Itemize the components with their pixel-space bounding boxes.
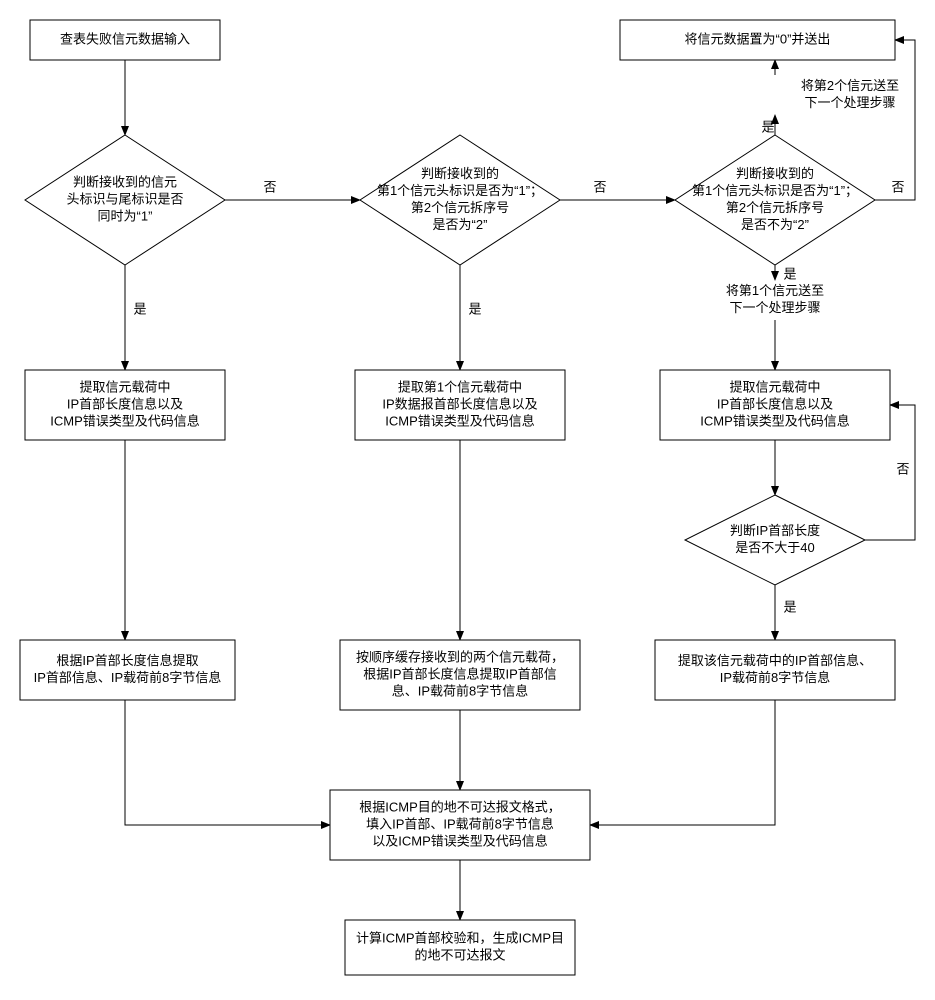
svg-text:IP载荷前8字节信息: IP载荷前8字节信息 — [720, 670, 831, 685]
svg-text:IP首部信息、IP载荷前8字节信息: IP首部信息、IP载荷前8字节信息 — [34, 670, 222, 685]
flow-edge-label-3: 否 — [891, 179, 904, 194]
svg-text:提取信元载荷中: 提取信元载荷中 — [79, 380, 170, 395]
svg-text:根据IP首部长度信息提取IP首部信: 根据IP首部长度信息提取IP首部信 — [363, 666, 557, 681]
flow-edge-label-13: 是 — [783, 599, 796, 614]
svg-text:ICMP错误类型及代码信息: ICMP错误类型及代码信息 — [385, 413, 535, 428]
svg-text:下一个处理步骤: 下一个处理步骤 — [804, 95, 895, 110]
svg-text:判断接收到的: 判断接收到的 — [736, 166, 814, 181]
svg-text:判断接收到的信元: 判断接收到的信元 — [73, 175, 177, 190]
svg-text:计算ICMP首部校验和，生成ICMP目: 计算ICMP首部校验和，生成ICMP目 — [356, 930, 564, 945]
svg-text:是否不大于40: 是否不大于40 — [735, 540, 814, 555]
svg-text:IP数据报首部长度信息以及: IP数据报首部长度信息以及 — [382, 396, 537, 411]
svg-text:提取信元载荷中: 提取信元载荷中 — [729, 380, 820, 395]
svg-text:判断IP首部长度: 判断IP首部长度 — [730, 523, 820, 538]
flow-edge-label-14: 否 — [896, 461, 909, 476]
svg-text:判断接收到的: 判断接收到的 — [421, 166, 499, 181]
flow-edge-label-7: 是 — [468, 301, 481, 316]
flow-edge-label-1: 否 — [263, 179, 276, 194]
svg-text:根据IP首部长度信息提取: 根据IP首部长度信息提取 — [56, 653, 198, 668]
flow-edge-label-2: 否 — [593, 179, 606, 194]
flow-edge-15 — [125, 700, 330, 825]
svg-text:头标识与尾标识是否: 头标识与尾标识是否 — [66, 191, 183, 206]
svg-text:ICMP错误类型及代码信息: ICMP错误类型及代码信息 — [700, 413, 850, 428]
svg-text:填入IP首部、IP载荷前8字节信息: 填入IP首部、IP载荷前8字节信息 — [366, 816, 554, 831]
svg-text:息、IP载荷前8字节信息: 息、IP载荷前8字节信息 — [392, 683, 529, 698]
svg-text:将第1个信元送至: 将第1个信元送至 — [726, 283, 824, 298]
flow-edge-3 — [875, 40, 915, 200]
svg-text:同时为“1”: 同时为“1” — [98, 208, 153, 223]
svg-text:将第2个信元送至: 将第2个信元送至 — [801, 78, 899, 93]
svg-text:第1个信元头标识是否为“1”；: 第1个信元头标识是否为“1”； — [692, 183, 858, 199]
svg-text:第2个信元拆序号: 第2个信元拆序号 — [411, 200, 509, 215]
svg-text:ICMP错误类型及代码信息: ICMP错误类型及代码信息 — [50, 413, 200, 428]
flowchart-canvas: 查表失败信元数据输入将信元数据置为“0”并送出将第2个信元送至下一个处理步骤判断… — [0, 0, 935, 1000]
svg-text:根据ICMP目的地不可达报文格式，: 根据ICMP目的地不可达报文格式， — [359, 800, 561, 815]
svg-text:提取该信元载荷中的IP首部信息、: 提取该信元载荷中的IP首部信息、 — [678, 653, 872, 668]
flow-edge-17 — [590, 700, 775, 825]
svg-text:第2个信元拆序号: 第2个信元拆序号 — [726, 200, 824, 215]
svg-text:以及ICMP错误类型及代码信息: 以及ICMP错误类型及代码信息 — [372, 833, 548, 848]
svg-text:按顺序缓存接收到的两个信元载荷，: 按顺序缓存接收到的两个信元载荷， — [356, 650, 564, 665]
svg-text:下一个处理步骤: 下一个处理步骤 — [729, 300, 820, 315]
svg-text:查表失败信元数据输入: 查表失败信元数据输入 — [60, 31, 190, 46]
svg-text:的地不可达报文: 的地不可达报文 — [414, 947, 505, 962]
flow-edge-label-8: 是 — [783, 266, 796, 281]
svg-text:IP首部长度信息以及: IP首部长度信息以及 — [67, 396, 183, 411]
svg-text:提取第1个信元载荷中: 提取第1个信元载荷中 — [398, 380, 522, 395]
flow-edge-label-6: 是 — [133, 301, 146, 316]
svg-text:是否不为“2”: 是否不为“2” — [741, 217, 809, 232]
svg-text:IP首部长度信息以及: IP首部长度信息以及 — [717, 396, 833, 411]
svg-text:将信元数据置为“0”并送出: 将信元数据置为“0”并送出 — [685, 31, 831, 46]
svg-text:是否为“2”: 是否为“2” — [433, 217, 488, 232]
flow-edge-label-4: 是 — [761, 119, 774, 134]
svg-text:第1个信元头标识是否为“1”；: 第1个信元头标识是否为“1”； — [377, 183, 543, 199]
